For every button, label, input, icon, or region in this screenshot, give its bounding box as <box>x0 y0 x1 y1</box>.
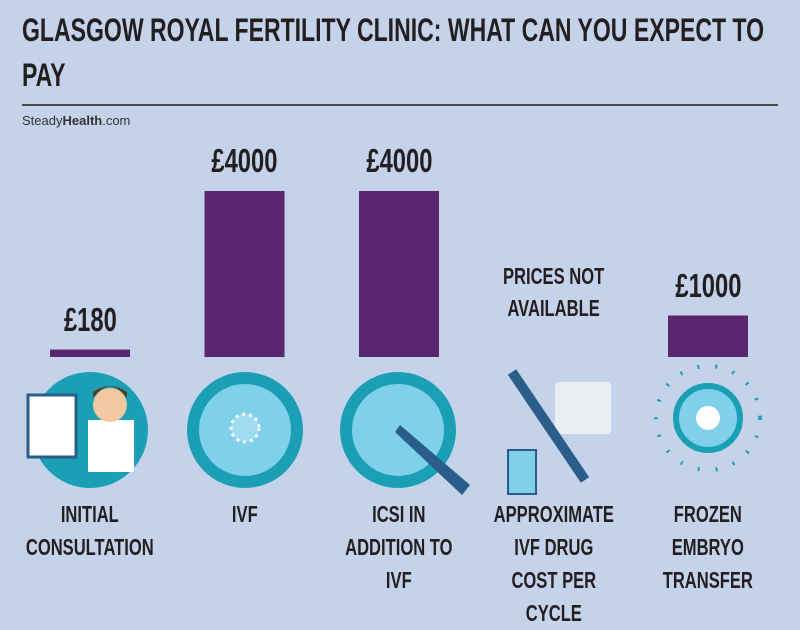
bar <box>359 191 439 357</box>
icon-flakes <box>654 364 762 472</box>
icon-clipboard <box>26 393 78 459</box>
icon-head <box>93 388 127 422</box>
x-tick-label: ICSI IN ADDITION TO IVF <box>345 501 453 593</box>
annotation: PRICES NOT AVAILABLE <box>502 263 605 321</box>
icon-syringe <box>507 369 590 483</box>
source-part: Steady <box>22 113 63 128</box>
bar <box>204 191 285 357</box>
icon-vial <box>507 449 537 495</box>
icons <box>26 364 762 495</box>
icon-cell <box>229 412 261 444</box>
x-tick-label: IVF <box>231 501 258 527</box>
infographic: GLASGOW ROYAL FERTILITY CLINIC: WHAT CAN… <box>22 12 778 626</box>
title-rule <box>22 104 778 106</box>
x-tick-label: FROZEN EMBRYO TRANSFER <box>662 501 754 593</box>
value-label: £4000 <box>365 142 433 179</box>
icon-hair <box>93 386 127 398</box>
source: SteadyHealth.com <box>22 113 130 128</box>
value-label: £4000 <box>211 142 278 179</box>
x-tick-label: INITIAL CONSULTATION <box>26 501 154 560</box>
source-part: Health <box>62 113 103 128</box>
value-label: £1000 <box>674 266 742 304</box>
icon-needle <box>395 425 470 495</box>
value-label: £180 <box>63 300 117 338</box>
chart <box>26 191 762 495</box>
icon-embryo <box>696 406 720 430</box>
title: GLASGOW ROYAL FERTILITY CLINIC: WHAT CAN… <box>22 12 765 93</box>
bar <box>50 349 130 357</box>
icon-pills <box>555 382 611 434</box>
x-tick-label: APPROXIMATE IVF DRUG COST PER CYCLE <box>493 501 614 626</box>
bar <box>668 315 748 357</box>
icon-coat <box>88 420 134 472</box>
source-part: .com <box>102 113 131 128</box>
